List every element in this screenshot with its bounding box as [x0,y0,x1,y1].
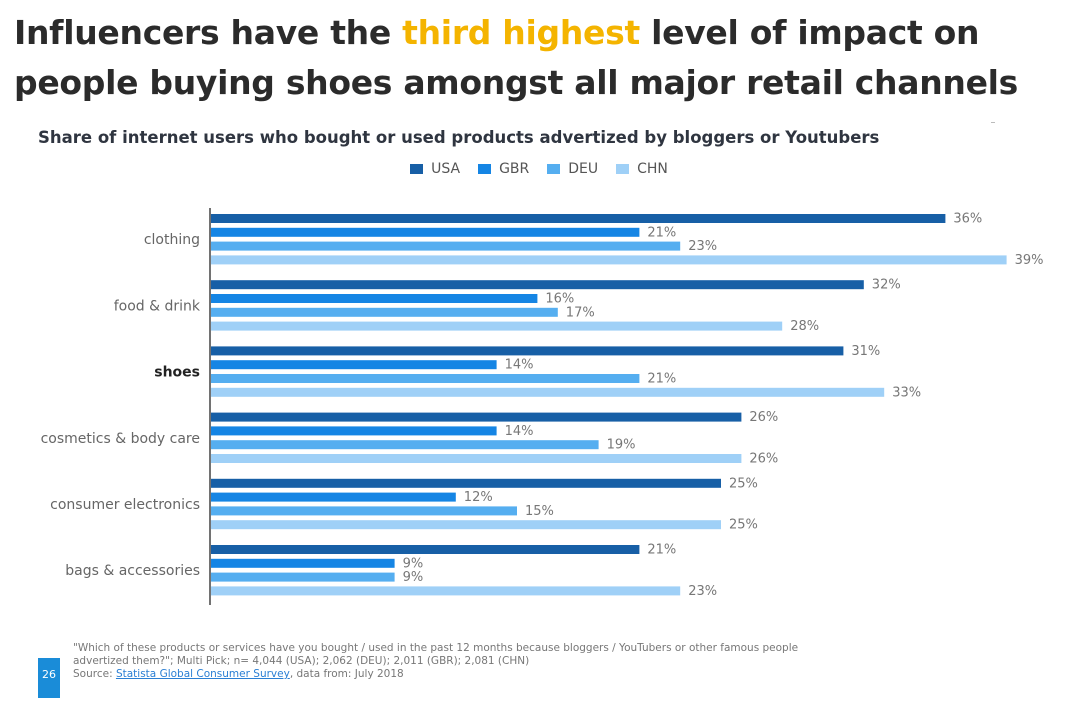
legend-label: CHN [637,161,668,177]
bar-chn [211,321,783,331]
data-label: 28% [790,319,819,334]
data-label: 26% [749,452,778,467]
category-label: bags & accessories [65,563,200,579]
category-label: shoes [154,365,200,381]
category-label: consumer electronics [50,497,200,513]
bar-deu [211,572,395,582]
chart-title: Share of internet users who bought or us… [38,128,880,147]
headline-part2: level of impact on people buying shoes a… [14,13,1019,102]
data-label: 31% [851,344,880,359]
data-label: 25% [729,518,758,533]
data-label: 33% [892,385,921,400]
bar-deu [211,374,640,383]
legend-swatch [478,164,492,174]
footnote-question: "Which of these products or services hav… [73,642,799,667]
source-label: Source: [73,668,116,680]
data-label: 21% [647,225,676,240]
data-label: 15% [525,504,554,519]
category-label: food & drink [114,298,201,314]
bar-deu [211,440,599,450]
bar-chn [211,255,1007,265]
bar-deu [211,307,558,317]
bar-deu [211,241,681,251]
corner-mark [991,122,995,123]
bar-chn [211,454,742,463]
bar-gbr [211,360,497,370]
data-label: 12% [464,490,493,505]
headline: Influencers have the third highest level… [14,8,1074,108]
data-label: 19% [607,438,636,453]
footnote-source: Source: Statista Global Consumer Survey,… [73,668,843,681]
bar-gbr [211,294,538,303]
bar-chn [211,520,721,530]
legend-label: USA [431,161,461,177]
bar-gbr [211,426,497,436]
bar-chart: clothing 36% 21% 23% 39% food & drink 32% 16%17… [41,208,1044,605]
bar-gbr [211,558,395,568]
legend-swatch [410,164,424,174]
data-label: 32% [872,278,901,293]
bar-deu [211,506,517,516]
bar-usa [211,280,864,290]
data-label: 36% [953,212,982,227]
source-suffix: , data from: July 2018 [289,668,404,680]
legend-swatch [547,164,561,174]
legend-item-chn: CHN [616,161,668,177]
bar-gbr [211,227,640,237]
data-label: 14% [505,424,534,439]
legend-label: DEU [568,161,599,177]
bar-usa [211,214,946,223]
bar-usa [211,478,721,488]
bar-usa [211,346,844,356]
data-label: 21% [647,372,676,387]
legend-label: GBR [499,161,530,177]
data-label: 16% [545,292,574,307]
category-label: clothing [144,232,200,248]
legend-item-deu: DEU [547,161,598,177]
legend-item-usa: USA [410,161,460,177]
data-label: 9% [403,556,424,571]
legend-swatch [616,164,630,174]
headline-part1: Influencers have the [14,13,403,52]
data-label: 17% [566,305,595,320]
bar-usa [211,545,640,554]
data-label: 23% [688,239,717,254]
bar-chn [211,387,885,397]
data-label: 26% [749,410,778,425]
bar-gbr [211,492,456,502]
page-number: 26 [38,658,60,698]
headline-highlight: third highest [402,13,640,52]
category-label: cosmetics & body care [41,431,200,447]
legend-item-gbr: GBR [478,161,529,177]
data-label: 21% [647,543,676,558]
source-link[interactable]: Statista Global Consumer Survey [115,668,290,680]
data-label: 39% [1015,253,1044,268]
footnote: "Which of these products or services hav… [73,642,843,681]
data-label: 23% [688,584,717,599]
data-label: 9% [403,570,424,585]
bar-usa [211,412,742,422]
data-label: 14% [505,358,534,373]
data-label: 25% [729,476,758,491]
bar-chn [211,586,681,596]
chart-legend: USA GBR DEU CHN [0,161,1078,177]
